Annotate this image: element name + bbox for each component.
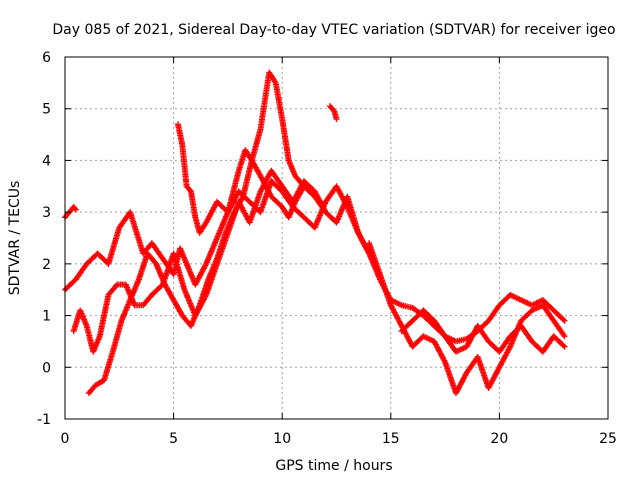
- y-tick-label: 1: [42, 309, 51, 325]
- data-point-track-e: [560, 316, 567, 323]
- x-axis-label: GPS time / hours: [275, 458, 392, 474]
- data-point-track-f: [333, 116, 340, 123]
- data-point-track-c: [113, 282, 120, 289]
- chart-title: Day 085 of 2021, Sidereal Day-to-day VTE…: [52, 22, 615, 38]
- x-tick-label: 15: [382, 431, 400, 447]
- x-tick-label: 10: [273, 431, 291, 447]
- y-tick-label: 6: [42, 50, 51, 66]
- data-point-track-h: [560, 342, 567, 349]
- data-point-track-g: [561, 333, 568, 340]
- y-tick-label: 3: [42, 205, 51, 221]
- plot-frame: [64, 56, 609, 420]
- x-tick-label: 25: [599, 431, 617, 447]
- x-tick-label: 0: [61, 431, 70, 447]
- x-tick-label: 5: [169, 431, 178, 447]
- data-point-track-e: [561, 317, 568, 324]
- y-tick-label: -1: [37, 412, 51, 428]
- y-tick-label: 5: [42, 102, 51, 118]
- y-tick-label: 4: [42, 153, 51, 169]
- data-point-track-b: [72, 206, 79, 213]
- data-points: [62, 69, 568, 397]
- axis-ticks: 0 5 10 15 20 25 -1 0 1 2 3 4 5 6: [37, 50, 617, 447]
- data-point-track-b: [71, 205, 78, 212]
- y-axis-label: SDTVAR / TECUs: [7, 181, 23, 296]
- x-tick-label: 20: [490, 431, 508, 447]
- y-tick-label: 0: [42, 360, 51, 376]
- y-tick-label: 2: [42, 257, 51, 273]
- data-point-track-h: [561, 343, 568, 350]
